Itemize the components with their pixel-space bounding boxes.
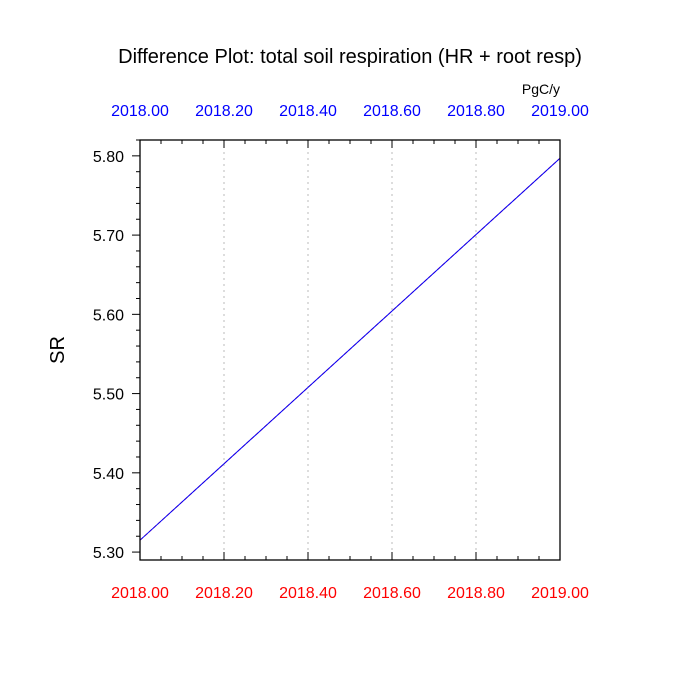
- x-tick-label-bottom: 2018.60: [363, 585, 421, 602]
- y-tick-label: 5.40: [93, 466, 124, 483]
- x-tick-label-bottom: 2018.20: [195, 585, 253, 602]
- x-tick-label-top: 2019.00: [531, 103, 589, 120]
- tick-labels: 2018.00 2018.00 2018.20 2018.20 2018.40 2018.…: [93, 103, 589, 602]
- x-tick-label-bottom: 2018.00: [111, 585, 169, 602]
- y-tick-label: 5.60: [93, 307, 124, 324]
- grid-lines: [223, 140, 477, 560]
- x-tick-label-bottom: 2019.00: [531, 585, 589, 602]
- series-group: [139, 157, 561, 541]
- units-label: PgC/y: [522, 81, 560, 97]
- y-tick-label: 5.50: [93, 387, 124, 404]
- y-tick-label: 5.80: [93, 149, 124, 166]
- plot-frame: [139, 139, 561, 561]
- x-tick-label-bottom: 2018.40: [279, 585, 337, 602]
- y-tick-label: 5.70: [93, 228, 124, 245]
- x-tick-label-top: 2018.00: [111, 103, 169, 120]
- x-tick-label-bottom: 2018.80: [447, 585, 505, 602]
- series-line-1: [139, 157, 561, 541]
- chart-title: Difference Plot: total soil respiration …: [118, 46, 582, 68]
- y-axis-label: SR: [47, 336, 69, 364]
- x-tick-label-top: 2018.20: [195, 103, 253, 120]
- x-tick-label-top: 2018.40: [279, 103, 337, 120]
- x-tick-label-top: 2018.60: [363, 103, 421, 120]
- tick-marks: [132, 139, 561, 560]
- x-tick-label-top: 2018.80: [447, 103, 505, 120]
- y-tick-label: 5.30: [93, 545, 124, 562]
